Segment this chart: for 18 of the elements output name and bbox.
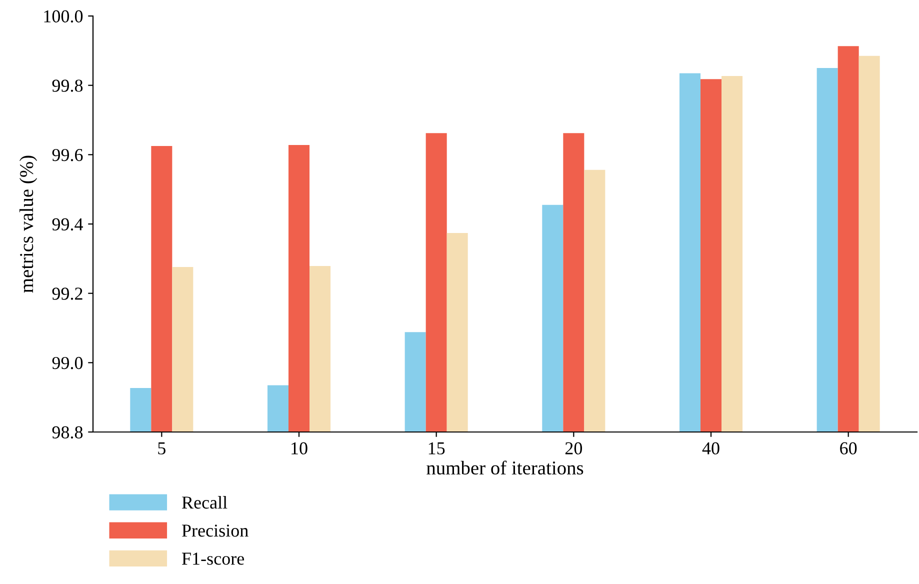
x-axis-title: number of iterations — [426, 460, 584, 475]
y-tick-label: 98.8 — [52, 426, 83, 439]
y-axis-title: metrics value (%) — [19, 156, 38, 293]
x-tick-label: 10 — [292, 442, 308, 454]
x-tick-label: 60 — [840, 442, 857, 454]
y-tick-label: 99.4 — [52, 218, 83, 231]
y-tick-label: 99.0 — [52, 356, 83, 370]
legend-label: F1-score — [182, 552, 244, 565]
x-tick-label: 5 — [158, 442, 166, 454]
x-tick-label: 20 — [565, 442, 582, 454]
y-tick-label: 100.0 — [44, 10, 83, 23]
legend-label: Recall — [182, 496, 228, 509]
legend-label: Precision — [182, 524, 248, 537]
x-tick-label: 40 — [702, 442, 720, 454]
y-tick-label: 99.2 — [52, 288, 82, 300]
x-tick-label: 15 — [428, 442, 445, 454]
y-tick-label: 99.6 — [52, 148, 83, 162]
y-tick-label: 99.8 — [52, 80, 83, 92]
